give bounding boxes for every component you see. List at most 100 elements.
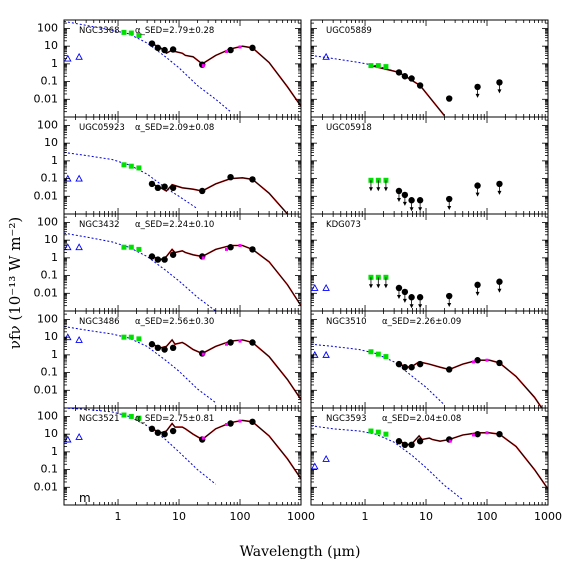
- plot-area: [64, 408, 301, 485]
- iras-point: [238, 45, 242, 49]
- total-model-curve: [151, 177, 289, 214]
- data-point: [169, 46, 177, 53]
- total-model-curve: [151, 43, 301, 107]
- stellar-model-curve: [64, 408, 217, 485]
- y-tick-label: 0.01: [34, 92, 59, 105]
- corner-mark: m: [79, 491, 91, 505]
- panel-ngc3593: NGC3593 α_SED=2.04±0.08 1 10 100 1000: [310, 407, 562, 523]
- nir-point: [368, 63, 374, 69]
- plot-area: [311, 343, 543, 408]
- upper-limit-arrowhead: [396, 294, 401, 299]
- nir-point: [121, 244, 127, 250]
- data-point: [408, 364, 415, 371]
- upper-limit-arrowhead: [402, 201, 407, 206]
- upper-limit-arrowhead: [447, 303, 452, 308]
- data-point: [154, 44, 162, 52]
- data-point: [249, 246, 256, 253]
- galex-point: [75, 52, 83, 60]
- data-point: [148, 253, 156, 260]
- data-point: [169, 184, 177, 192]
- panel-alpha: α_SED=2.56±0.30: [135, 317, 214, 327]
- data-point: [496, 430, 503, 438]
- panel-title: UGC05918: [326, 123, 372, 133]
- plot-area: [64, 20, 301, 113]
- data-point: [154, 184, 162, 192]
- upper-limit-arrowhead: [475, 93, 480, 98]
- nir-point: [375, 351, 381, 357]
- iras-point: [238, 339, 242, 343]
- panel-title: UGC05923: [79, 123, 125, 133]
- data-point: [474, 430, 481, 438]
- upper-limit-arrowhead: [409, 207, 414, 212]
- panel-ngc3486: NGC3486 α_SED=2.56±0.30 100 10 1 0.1 0.01: [34, 310, 302, 409]
- upper-limit-point: [408, 294, 415, 301]
- data-point: [148, 40, 156, 47]
- upper-limit-arrowhead: [497, 190, 502, 195]
- panel-title: NGC3593: [326, 414, 367, 424]
- data-point: [249, 339, 256, 346]
- y-tick-label: 100: [37, 215, 58, 228]
- y-tick-label: 1: [51, 57, 58, 70]
- stellar-model-curve: [311, 425, 464, 501]
- panel-frame: [310, 407, 549, 506]
- data-point: [416, 360, 424, 368]
- y-tick-label: 1: [51, 154, 58, 167]
- y-tick-label: 1: [51, 348, 58, 361]
- data-point: [148, 425, 156, 433]
- panel-title: NGC3368: [79, 26, 120, 36]
- iras-point: [485, 431, 489, 435]
- nir-point: [368, 428, 374, 434]
- panel-ngc3432: NGC3432 α_SED=2.24±0.10 100 10 1 0.1 0.01: [34, 213, 302, 312]
- iras-point: [224, 49, 228, 53]
- x-tick-label: 10: [419, 510, 433, 523]
- panel-ugc05918: UGC05918: [310, 116, 549, 215]
- upper-limit-arrowhead: [475, 291, 480, 296]
- data-point: [395, 438, 403, 445]
- y-tick-label: 100: [37, 118, 58, 131]
- nir-point: [383, 431, 389, 437]
- panel-title: KDG073: [326, 220, 361, 230]
- data-point: [227, 420, 234, 427]
- upper-limit-arrowhead: [368, 284, 373, 289]
- y-tick-label: 0.01: [34, 189, 59, 202]
- nir-point: [383, 354, 389, 360]
- plot-area: [311, 274, 503, 309]
- plot-area: [311, 425, 548, 501]
- data-point: [169, 427, 177, 435]
- iras-point: [201, 436, 205, 440]
- upper-limit-arrowhead: [418, 304, 423, 309]
- panel-alpha: α_SED=2.75±0.81: [135, 414, 214, 424]
- upper-limit-arrowhead: [497, 288, 502, 293]
- total-model-curve: [151, 339, 301, 400]
- nir-point: [128, 30, 134, 36]
- y-tick-label: 10: [44, 136, 58, 149]
- data-point: [154, 429, 162, 436]
- x-tick-label: 100: [230, 510, 251, 523]
- data-point: [169, 344, 177, 352]
- panel-ugc05889: UGC05889: [310, 19, 549, 118]
- nir-point: [136, 32, 142, 38]
- y-tick-label: 10: [44, 427, 58, 440]
- iras-point: [201, 352, 205, 356]
- data-point: [148, 341, 156, 348]
- plot-area: [64, 326, 301, 404]
- x-tick-label: 1: [362, 510, 369, 523]
- iras-point: [485, 358, 489, 362]
- galex-point: [75, 174, 83, 182]
- data-point: [408, 441, 415, 449]
- x-tick-label: 1: [115, 510, 122, 523]
- nir-point: [375, 63, 381, 69]
- data-point: [474, 357, 481, 364]
- stellar-model-curve: [311, 54, 395, 72]
- data-point: [161, 256, 168, 263]
- iras-point: [448, 439, 452, 443]
- stellar-model-curve: [64, 232, 217, 311]
- y-tick-label: 100: [37, 409, 58, 422]
- panel-ngc3521: NGC3521 α_SED=2.75±0.81 100 10 1 0.1 0.01 1 10 10…: [34, 407, 315, 523]
- galex-point: [322, 454, 330, 462]
- upper-limit-arrowhead: [402, 298, 407, 303]
- galex-point: [322, 350, 330, 358]
- data-point: [401, 441, 409, 449]
- y-tick-label: 0.1: [41, 463, 59, 476]
- data-point: [154, 344, 162, 352]
